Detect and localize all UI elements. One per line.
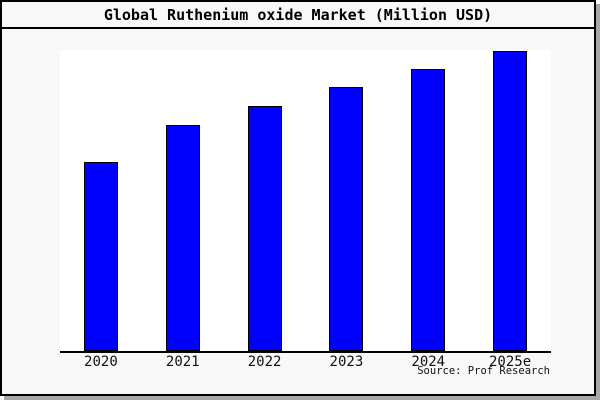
bar-2025e [493, 51, 528, 351]
x-tick-label-2024: 2024 [411, 354, 446, 370]
bar-2022 [247, 106, 282, 351]
bar-2020 [83, 162, 118, 351]
title-divider [2, 27, 594, 29]
bar-2023 [329, 87, 364, 351]
source-credit: Source: Prof Research [417, 365, 550, 377]
x-tick-label-2022: 2022 [247, 354, 282, 370]
bar-2024 [411, 69, 446, 351]
x-tick-label-2021: 2021 [165, 354, 200, 370]
plot-area [60, 50, 551, 353]
x-tick-label-2023: 2023 [329, 354, 364, 370]
x-tick-label-2020: 2020 [84, 354, 118, 370]
bar-2021 [165, 125, 200, 351]
chart-title: Global Ruthenium oxide Market (Million U… [103, 6, 493, 24]
x-tick-label-2025e: 2025e [489, 354, 532, 370]
